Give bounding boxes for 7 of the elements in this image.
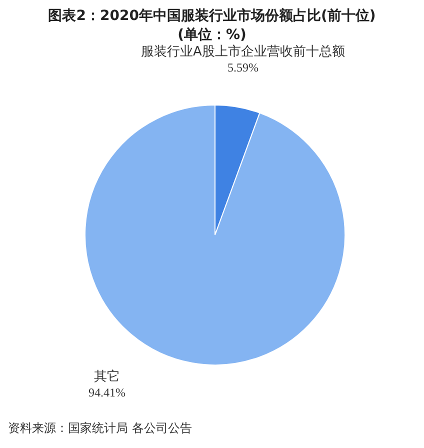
pie-slice — [84, 104, 346, 366]
data-label: 94.41% — [88, 386, 126, 400]
slice-label: 其它 — [94, 368, 120, 385]
slice-label: 服装行业A股上市企业营收前十总额 — [141, 44, 345, 60]
data-label: 5.59% — [227, 60, 258, 74]
chart-title: 图表2：2020年中国服装行业市场份额占比(前十位) (单位：%) — [48, 7, 376, 43]
text: 资料来源：国家统计局 各公司公告 — [8, 421, 192, 435]
